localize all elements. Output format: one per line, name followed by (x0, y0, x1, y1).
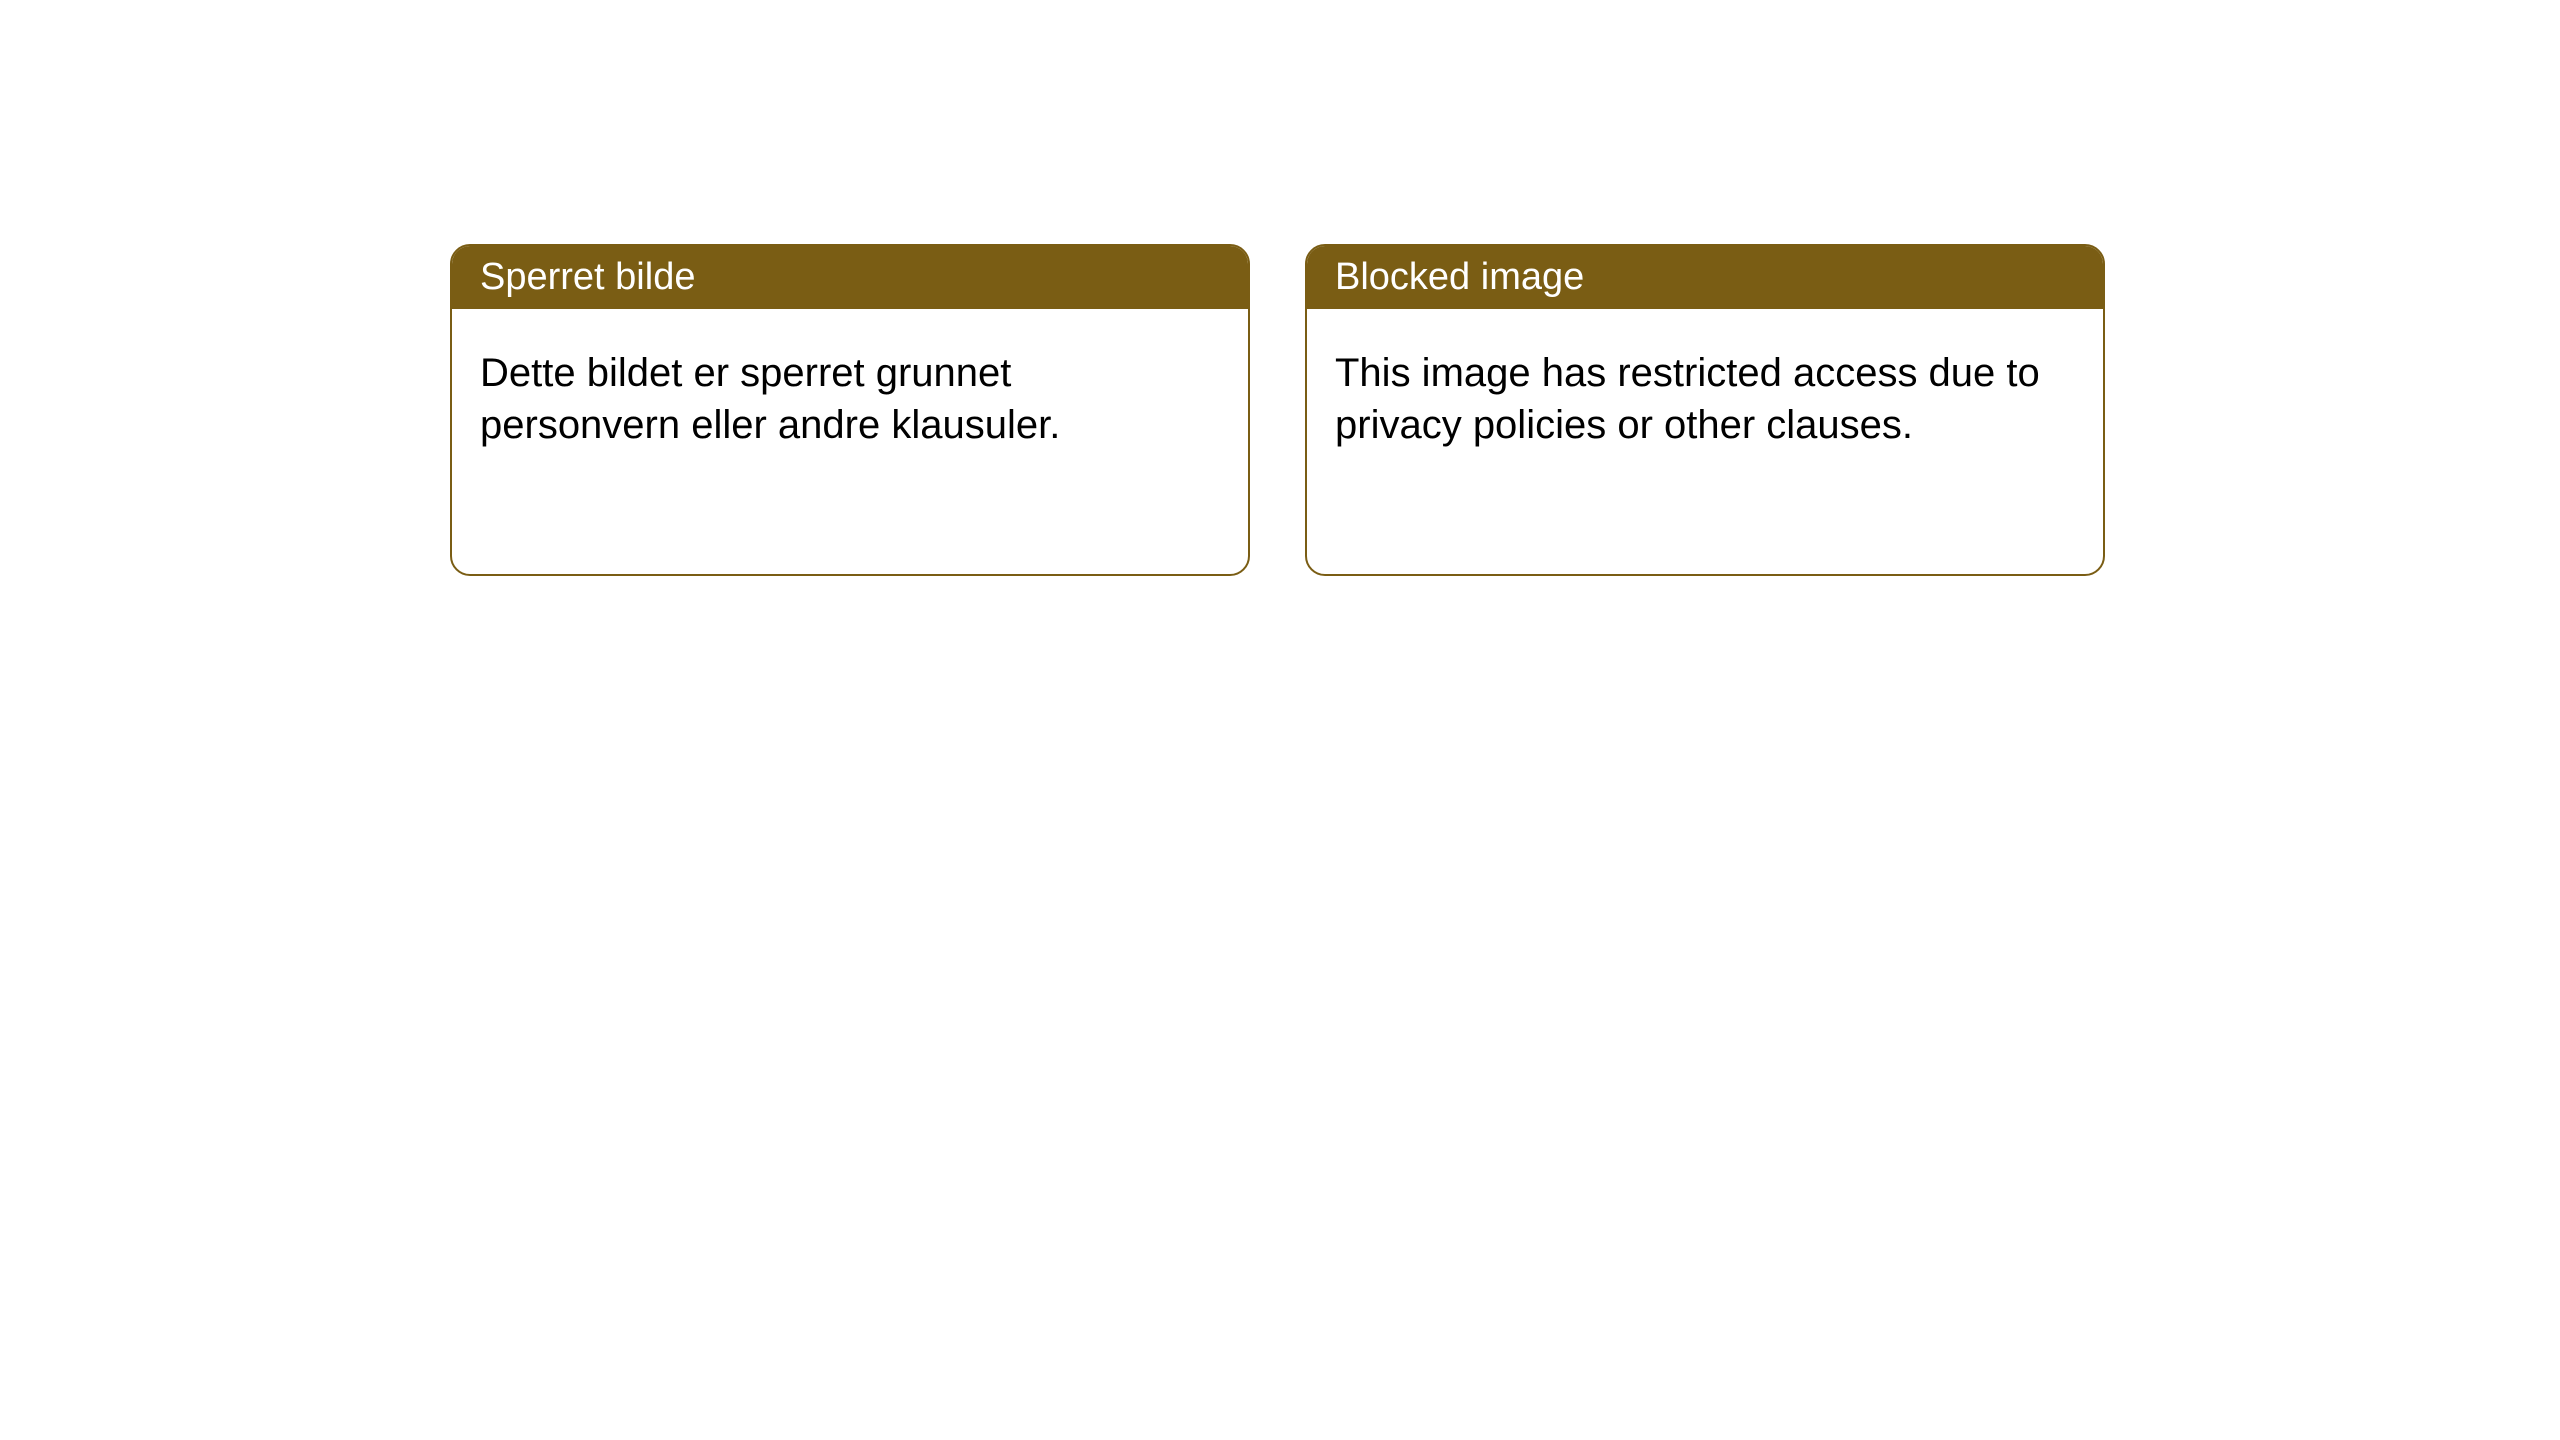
card-title: Sperret bilde (452, 246, 1248, 309)
card-title: Blocked image (1307, 246, 2103, 309)
card-body: This image has restricted access due to … (1307, 309, 2103, 489)
card-body: Dette bildet er sperret grunnet personve… (452, 309, 1248, 489)
cards-container: Sperret bilde Dette bildet er sperret gr… (450, 244, 2105, 576)
blocked-image-card-english: Blocked image This image has restricted … (1305, 244, 2105, 576)
blocked-image-card-norwegian: Sperret bilde Dette bildet er sperret gr… (450, 244, 1250, 576)
